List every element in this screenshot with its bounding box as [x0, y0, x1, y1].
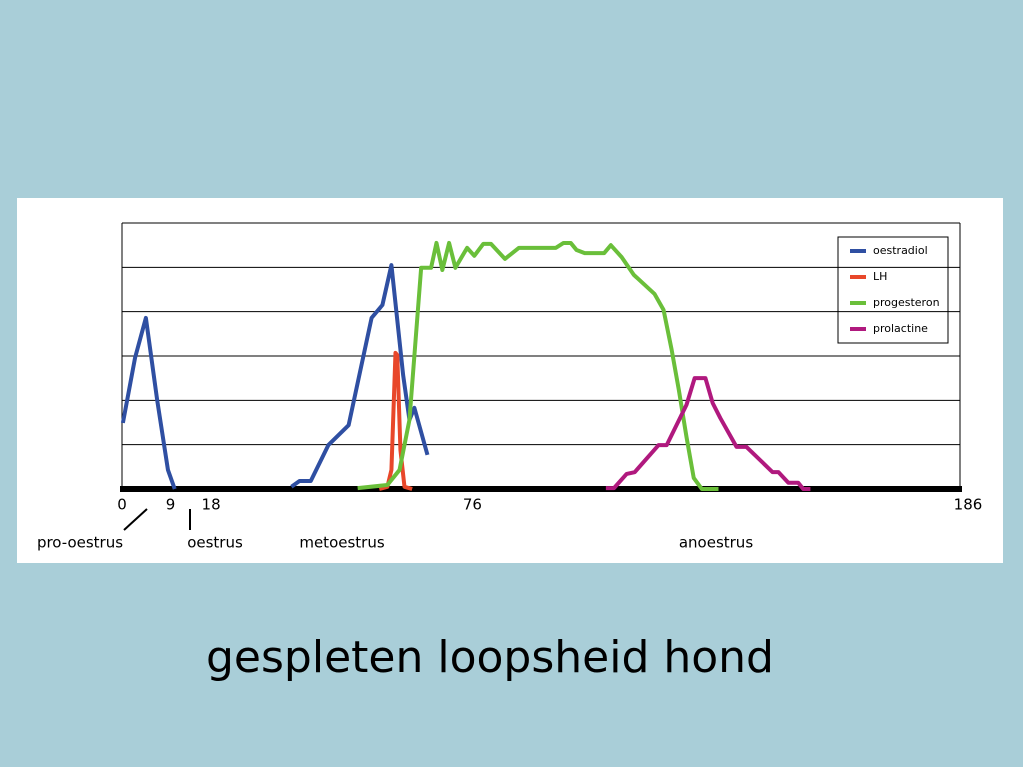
series-line [605, 376, 811, 491]
phase-label: metoestrus [299, 534, 384, 552]
x-tick-label: 0 [117, 496, 127, 514]
x-tick-label: 76 [463, 496, 482, 514]
x-tick-label: 186 [954, 496, 983, 514]
phase-marker [123, 508, 148, 531]
phase-label: oestrus [187, 534, 243, 552]
x-tick-label: 18 [202, 496, 221, 514]
legend: oestradiol LH progesteron prolactine [837, 236, 949, 344]
legend-label: progesteron [873, 296, 940, 309]
slide-title: gespleten loopsheid hond [206, 632, 774, 683]
legend-box [837, 236, 949, 344]
phase-label: pro-oestrus [37, 534, 123, 552]
phase-label: anoestrus [679, 534, 753, 552]
series-line [357, 240, 719, 491]
x-tick-label: 9 [166, 496, 176, 514]
legend-label: oestradiol [873, 244, 928, 257]
legend-label: prolactine [873, 322, 928, 335]
legend-label: LH [873, 270, 887, 283]
series-line [120, 315, 177, 490]
